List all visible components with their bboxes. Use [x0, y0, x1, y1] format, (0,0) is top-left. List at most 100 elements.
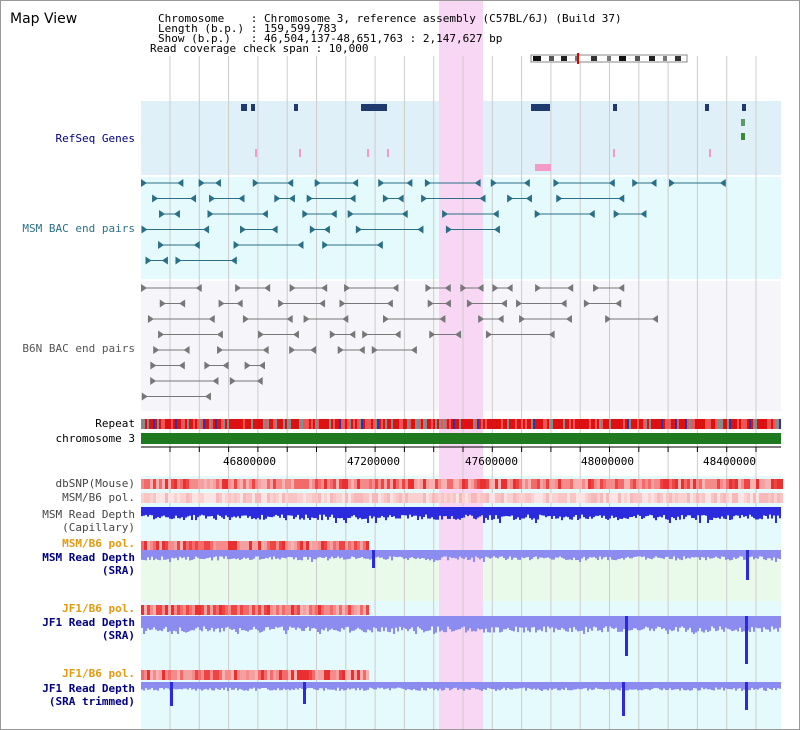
track-label-msm-b6-pol-2[interactable]: MSM/B6 pol. — [62, 537, 135, 550]
bac-end-marker — [177, 179, 184, 187]
track-label-msm-read-depth-sra[interactable]: MSM Read Depth — [42, 551, 135, 564]
read-depth-bar — [149, 507, 151, 515]
read-depth-bar — [663, 507, 665, 515]
polymorphism-cell — [621, 479, 624, 489]
read-depth-bar — [645, 550, 647, 560]
read-depth-bar — [527, 507, 529, 515]
read-depth-bar — [735, 550, 737, 559]
repeat-segment — [759, 419, 761, 429]
polymorphism-cell — [618, 479, 621, 489]
read-depth-bar — [715, 550, 717, 557]
read-depth-bar — [349, 507, 351, 518]
repeat-segment — [583, 419, 585, 429]
polymorphism-cell — [621, 493, 624, 503]
read-depth-bar — [407, 550, 409, 561]
bac-end-marker — [588, 210, 595, 218]
repeat-segment — [725, 419, 727, 429]
read-depth-bar — [737, 507, 739, 516]
repeat-segment — [699, 419, 701, 429]
read-depth-bar — [631, 682, 633, 690]
polymorphism-cell — [273, 541, 276, 551]
track-label-msm-read-depth-capillary[interactable]: MSM Read Depth — [42, 508, 135, 521]
polymorphism-cell — [255, 493, 258, 503]
repeat-segment — [671, 419, 673, 429]
read-depth-bar — [519, 507, 521, 520]
repeat-segment — [411, 419, 413, 429]
polymorphism-cell — [657, 479, 660, 489]
read-depth-bar — [199, 550, 201, 559]
read-depth-bar — [285, 682, 287, 690]
polymorphism-cell — [273, 605, 276, 615]
polymorphism-cell — [213, 493, 216, 503]
bac-end-marker — [492, 210, 499, 218]
read-depth-bar — [353, 550, 355, 558]
read-depth-bar — [517, 616, 519, 633]
track-label-repeat[interactable]: Repeat — [95, 417, 135, 430]
read-depth-bar — [223, 550, 225, 559]
read-depth-bar — [743, 550, 745, 560]
polymorphism-cell — [618, 493, 621, 503]
read-depth-bar — [369, 616, 371, 631]
read-depth-bar — [161, 507, 163, 517]
repeat-segment — [391, 419, 393, 429]
read-depth-bar — [481, 507, 483, 516]
read-depth-bar — [225, 507, 227, 516]
repeat-segment — [177, 419, 179, 429]
polymorphism-cell — [240, 605, 243, 615]
axis-tick-label: 46800000 — [223, 455, 276, 468]
repeat-segment — [769, 419, 771, 429]
track-label-chromosome[interactable]: chromosome 3 — [55, 432, 135, 445]
track-label-jf1-b6-pol-1[interactable]: JF1/B6 pol. — [62, 602, 135, 615]
read-depth-bar — [743, 507, 745, 517]
read-depth-bar — [697, 616, 699, 632]
polymorphism-cell — [351, 493, 354, 503]
polymorphism-cell — [777, 479, 780, 489]
read-depth-bar — [339, 550, 341, 559]
read-depth-bar — [149, 616, 151, 630]
read-depth-bar — [583, 550, 585, 557]
read-depth-bar — [513, 550, 515, 558]
track-label-refseq[interactable]: RefSeq Genes — [55, 132, 135, 145]
track-label-jf1-b6-pol-2[interactable]: JF1/B6 pol. — [62, 667, 135, 680]
read-depth-bar — [515, 507, 517, 520]
read-depth-bar — [229, 507, 231, 520]
read-depth-bar — [387, 616, 389, 632]
bac-end-marker — [519, 315, 526, 323]
track-label-msm-b6-pol-1[interactable]: MSM/B6 pol. — [62, 491, 135, 504]
read-depth-bar — [449, 550, 451, 558]
polymorphism-cell — [309, 479, 312, 489]
read-depth-bar — [673, 550, 675, 557]
polymorphism-cell — [708, 493, 711, 503]
read-depth-bar — [571, 616, 573, 632]
read-depth-bar — [715, 507, 717, 519]
bac-end-marker — [297, 241, 304, 249]
track-label-jf1-read-depth-sra[interactable]: JF1 Read Depth — [42, 616, 135, 629]
polymorphism-cell — [567, 493, 570, 503]
repeat-segment — [179, 419, 181, 429]
bac-end-marker — [289, 284, 296, 292]
read-depth-bar — [685, 616, 687, 632]
read-depth-bar — [263, 550, 265, 559]
read-depth-bar — [399, 507, 401, 519]
read-depth-bar — [415, 682, 417, 691]
read-depth-bar — [699, 682, 701, 691]
repeat-segment — [151, 419, 153, 429]
read-depth-bar — [643, 616, 645, 629]
read-depth-bar — [641, 507, 643, 519]
polymorphism-cell — [312, 479, 315, 489]
track-label-msm-bac[interactable]: MSM BAC end pairs — [22, 222, 135, 235]
read-depth-bar — [299, 550, 301, 560]
polymorphism-cell — [246, 493, 249, 503]
polymorphism-cell — [495, 493, 498, 503]
track-label-b6n-bac[interactable]: B6N BAC end pairs — [22, 342, 135, 355]
read-depth-bar — [559, 550, 561, 557]
polymorphism-cell — [669, 479, 672, 489]
read-depth-bar — [421, 682, 423, 688]
repeat-segment — [311, 419, 313, 429]
polymorphism-cell — [771, 479, 774, 489]
read-depth-bar — [151, 616, 153, 630]
track-label-jf1-read-depth-trimmed[interactable]: JF1 Read Depth — [42, 682, 135, 695]
polymorphism-cell — [696, 493, 699, 503]
track-label-dbsnp[interactable]: dbSNP(Mouse) — [55, 477, 135, 490]
repeat-segment — [501, 419, 503, 429]
